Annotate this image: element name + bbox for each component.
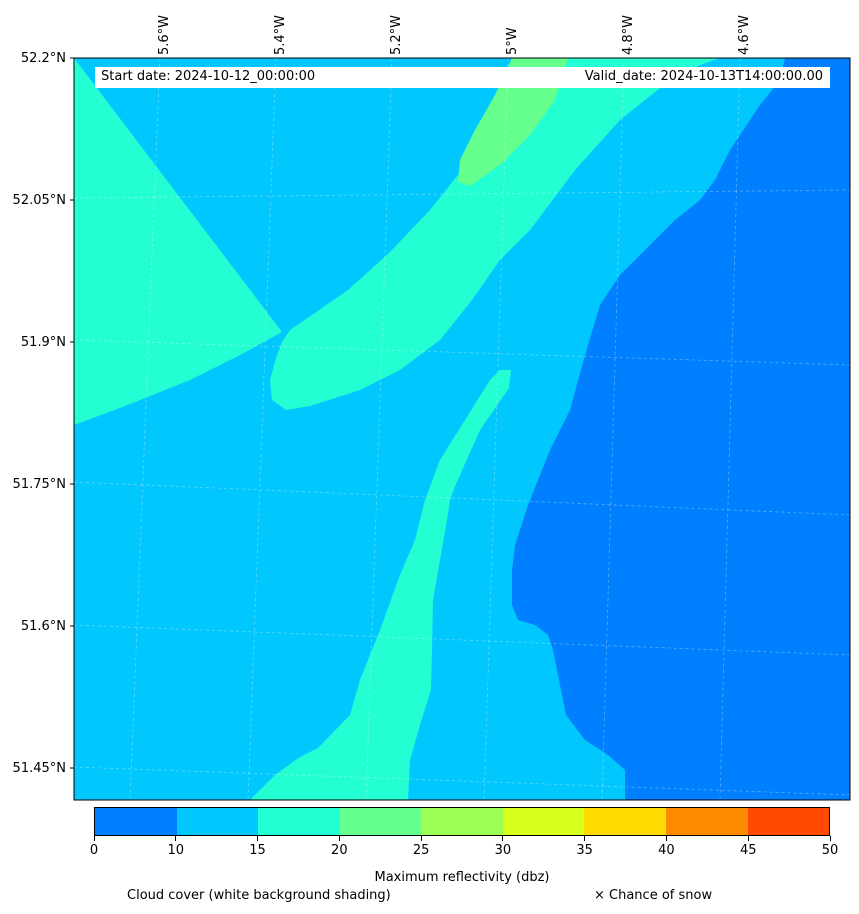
colorbar-segment <box>421 808 503 835</box>
colorbar-tick <box>747 836 749 841</box>
colorbar-label: Maximum reflectivity (dbz) <box>374 870 550 885</box>
snow-legend: × Chance of snow <box>594 888 713 903</box>
colorbar-tick <box>665 836 667 841</box>
colorbar-tick <box>338 836 340 841</box>
lon-label: 5.4°W <box>273 14 288 55</box>
colorbar-tick-label: 25 <box>412 843 430 858</box>
colorbar-segment <box>665 808 748 835</box>
start-date-text: Start date: 2024-10-12_00:00:00 <box>101 69 316 84</box>
colorbar <box>94 807 830 836</box>
map-frame <box>73 57 851 801</box>
lat-label: 51.9°N <box>20 335 66 350</box>
lat-label: 52.05°N <box>12 193 66 208</box>
colorbar-tick-label: 45 <box>739 843 757 858</box>
lon-label: 5°W <box>505 27 520 55</box>
reflectivity-0-10-area <box>512 58 850 800</box>
colorbar-segment <box>258 808 340 835</box>
colorbar-tick-label: 40 <box>658 843 675 858</box>
colorbar-tick-label: 0 <box>89 843 99 858</box>
lon-label: 5.6°W <box>157 14 172 55</box>
lon-label: 4.6°W <box>737 14 752 55</box>
colorbar-tick <box>829 836 831 841</box>
colorbar-tick <box>584 836 586 841</box>
colorbar-segment <box>584 808 666 835</box>
colorbar-segment <box>95 808 177 835</box>
colorbar-tick-label: 15 <box>249 843 266 858</box>
lon-label: 5.2°W <box>389 14 404 55</box>
colorbar-tick-label: 50 <box>821 843 839 858</box>
reflectivity-20-25-area <box>458 58 568 186</box>
lon-label: 4.8°W <box>621 14 636 55</box>
colorbar-segment <box>176 808 259 835</box>
lat-label: 51.45°N <box>12 761 66 776</box>
colorbar-tick-label: 30 <box>494 843 512 858</box>
colorbar-tick-label: 10 <box>167 843 185 858</box>
colorbar-tick-label: 35 <box>576 843 593 858</box>
valid-date-text: Valid_date: 2024-10-13T14:00:00.00 <box>584 69 823 84</box>
colorbar-segment <box>747 808 830 835</box>
lat-label: 52.2°N <box>20 51 66 66</box>
colorbar-tick <box>420 836 422 841</box>
colorbar-segment <box>339 808 422 835</box>
lat-label: 51.75°N <box>12 477 66 492</box>
cloud-cover-legend: Cloud cover (white background shading) <box>127 888 391 903</box>
colorbar-segment <box>502 808 585 835</box>
map-gridlines <box>74 58 850 800</box>
reflectivity-15-20-area-south <box>250 370 511 800</box>
colorbar-tick-label: 20 <box>331 843 348 858</box>
date-info-box: Start date: 2024-10-12_00:00:00 Valid_da… <box>95 67 830 88</box>
colorbar-tick <box>502 836 504 841</box>
reflectivity-15-20-area-north <box>74 58 720 425</box>
colorbar-tick <box>93 836 95 841</box>
colorbar-tick <box>175 836 177 841</box>
colorbar-tick <box>257 836 259 841</box>
lat-label: 51.6°N <box>20 619 66 634</box>
